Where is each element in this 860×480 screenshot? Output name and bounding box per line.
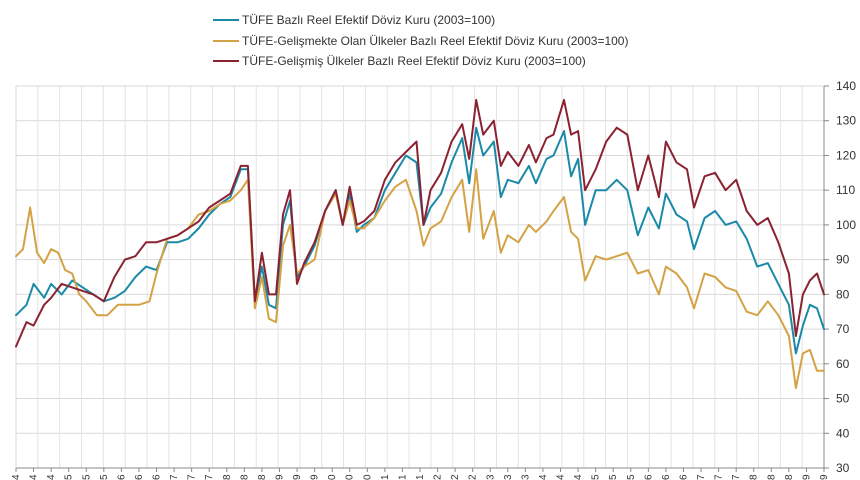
x-tick-label: 0	[362, 474, 373, 480]
x-tick-label: 1	[397, 474, 408, 480]
y-tick-label: 40	[836, 426, 850, 440]
legend-label-1: TÜFE Bazlı Reel Efektif Döviz Kuru (2003…	[242, 13, 495, 27]
chart-series-lines	[15, 98, 825, 390]
x-tick-label: 6	[152, 474, 163, 480]
chart-vertical-gridlines	[15, 86, 825, 468]
x-tick-label: 5	[591, 474, 602, 480]
x-tick-label: 8	[784, 474, 795, 480]
x-tick-label: 5	[81, 474, 92, 480]
x-tick-label: 3	[485, 474, 496, 480]
x-tick-label: 9	[292, 474, 303, 480]
x-tick-label: 5	[626, 474, 637, 480]
x-tick-label: 5	[64, 474, 75, 480]
x-tick-label: 6	[661, 474, 672, 480]
x-tick-label: 0	[345, 474, 356, 480]
x-tick-label: 4	[29, 474, 40, 480]
y-axis-tick-labels: 30 40 50 60 70 80 90 100 110 120 130 140	[836, 79, 856, 475]
x-tick-label: 7	[169, 474, 180, 480]
x-tick-label: 4	[556, 474, 567, 480]
x-tick-label: 2	[468, 474, 479, 480]
x-tick-label: 8	[749, 474, 760, 480]
x-tick-label: 7	[714, 474, 725, 480]
x-tick-label: 5	[99, 474, 110, 480]
series-line-1	[15, 126, 825, 355]
x-tick-label: 1	[380, 474, 391, 480]
x-tick-label: 2	[450, 474, 461, 480]
x-tick-label: 7	[204, 474, 215, 480]
series-line-2	[15, 168, 825, 390]
x-tick-label: 6	[134, 474, 145, 480]
y-tick-label: 60	[836, 357, 850, 371]
chart-gridlines	[16, 85, 829, 469]
x-tick-label: 8	[239, 474, 250, 480]
x-tick-label: 6	[643, 474, 654, 480]
y-tick-label: 90	[836, 253, 850, 267]
y-tick-label: 120	[836, 148, 856, 162]
series-line-3	[15, 98, 825, 348]
x-tick-label: 8	[766, 474, 777, 480]
x-tick-label: 3	[503, 474, 514, 480]
chart-legend: TÜFE Bazlı Reel Efektif Döviz Kuru (2003…	[213, 13, 628, 68]
x-tick-label: 4	[46, 474, 57, 480]
x-tick-label: 8	[222, 474, 233, 480]
x-tick-label: 1	[415, 474, 426, 480]
x-tick-label: 9	[310, 474, 321, 480]
x-tick-label: 7	[731, 474, 742, 480]
x-tick-label: 4	[573, 474, 584, 480]
x-tick-label: 9	[274, 474, 285, 480]
y-tick-label: 50	[836, 392, 850, 406]
x-tick-label: 7	[187, 474, 198, 480]
y-tick-label: 100	[836, 218, 856, 232]
x-tick-label: 2	[433, 474, 444, 480]
x-tick-label: 4	[538, 474, 549, 480]
y-tick-label: 130	[836, 114, 856, 128]
x-tick-label: 8	[257, 474, 268, 480]
y-tick-label: 80	[836, 287, 850, 301]
y-tick-label: 110	[836, 183, 855, 197]
y-tick-label: 140	[836, 79, 856, 93]
x-tick-label: 6	[116, 474, 127, 480]
x-tick-label: 7	[696, 474, 707, 480]
y-tick-label: 70	[836, 322, 850, 336]
x-tick-label: 5	[608, 474, 619, 480]
x-tick-label: 9	[819, 474, 830, 480]
x-tick-label: 6	[678, 474, 689, 480]
x-tick-label: 4	[11, 474, 22, 480]
legend-label-3: TÜFE-Gelişmiş Ülkeler Bazlı Reel Efektif…	[242, 54, 586, 68]
x-tick-label: 0	[327, 474, 338, 480]
x-tick-label: 9	[801, 474, 812, 480]
x-tick-label: 3	[520, 474, 531, 480]
legend-label-2: TÜFE-Gelişmekte Olan Ülkeler Bazlı Reel …	[242, 34, 628, 48]
y-tick-label: 30	[836, 461, 850, 475]
